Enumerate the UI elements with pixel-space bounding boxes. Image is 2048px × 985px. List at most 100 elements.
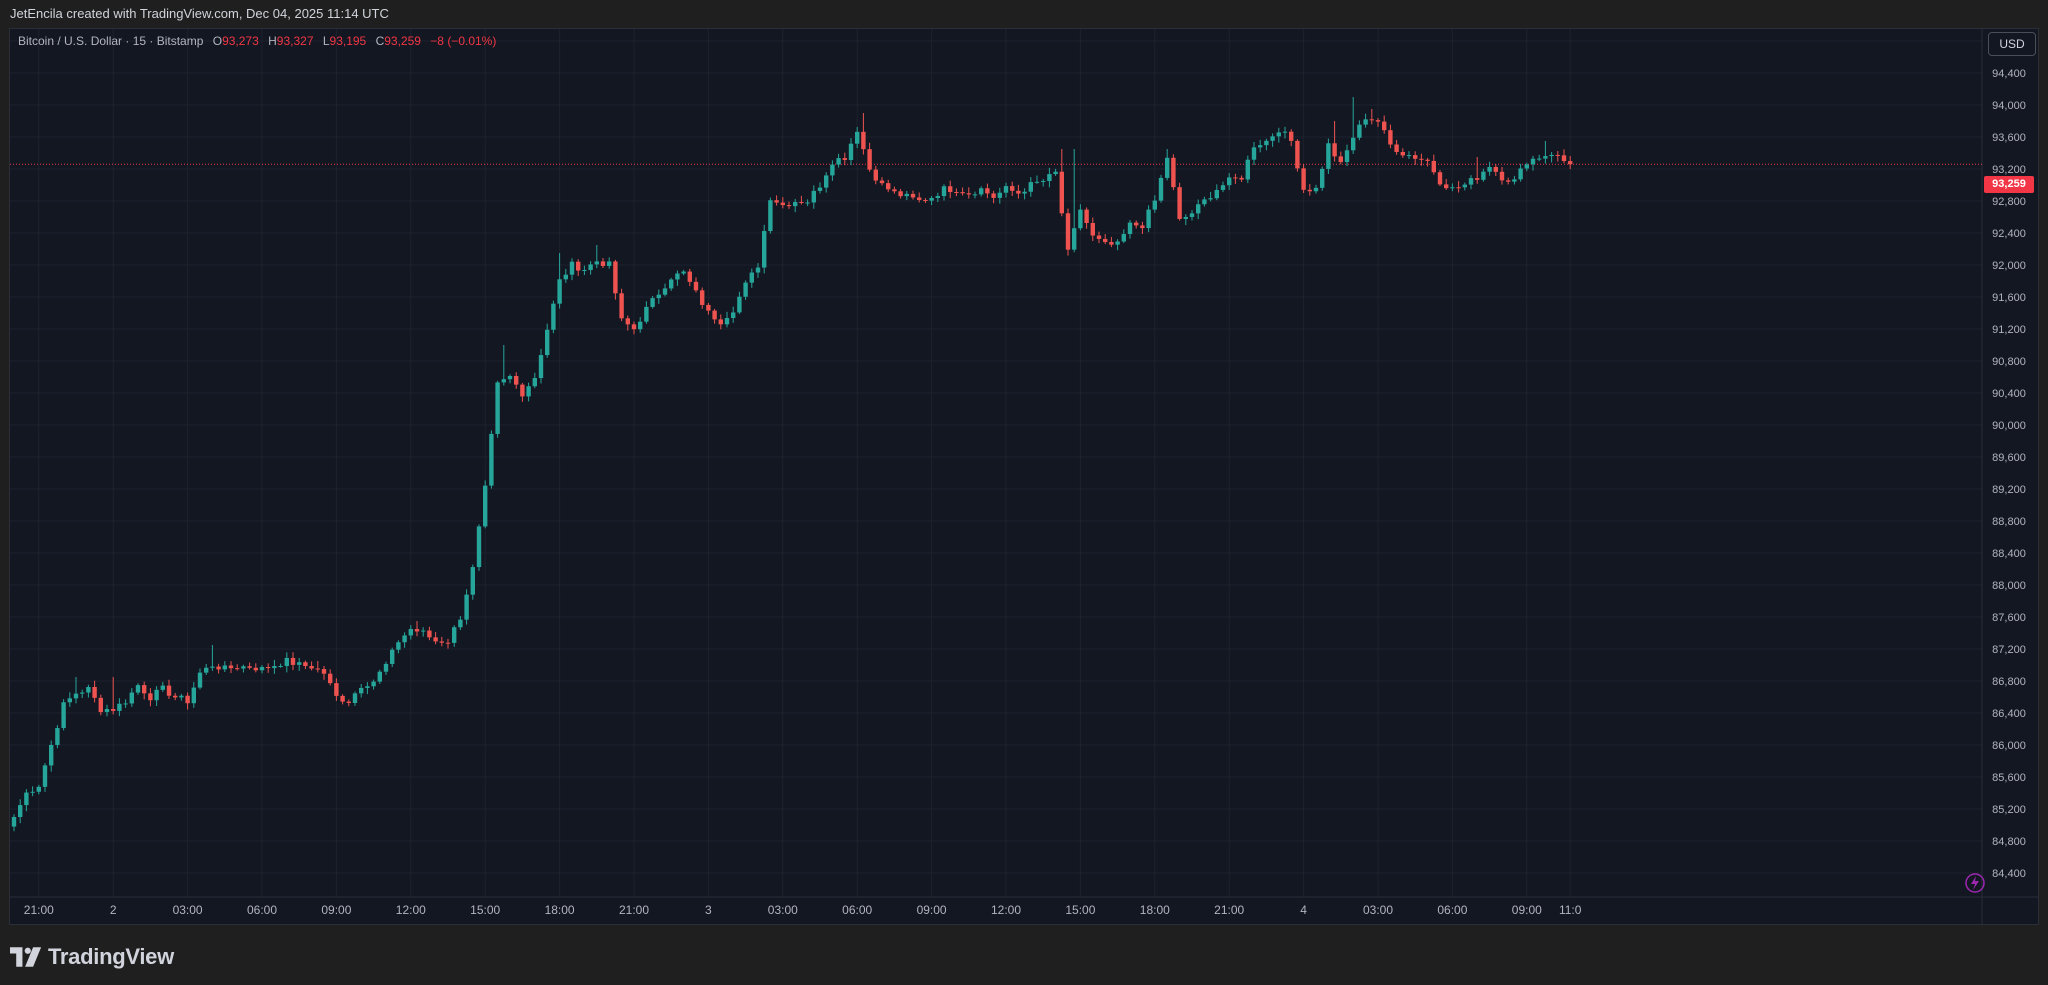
x-tick-label: 03:00	[173, 903, 203, 917]
candle-body	[1555, 154, 1560, 156]
candle-body	[1208, 198, 1213, 200]
candle-body	[284, 657, 289, 667]
candle-body	[898, 191, 903, 197]
candle-body	[1568, 161, 1573, 165]
candle-body	[452, 627, 457, 643]
tradingview-logo[interactable]: TradingView	[10, 944, 174, 970]
candle-body	[563, 274, 568, 280]
candle-body	[774, 200, 779, 203]
candle-body	[830, 164, 835, 176]
candle-body	[346, 701, 351, 703]
candle-body	[445, 642, 451, 644]
candle-body	[1245, 159, 1250, 180]
candle-body	[123, 703, 128, 705]
candle-body	[1016, 190, 1021, 194]
candle-body	[923, 199, 928, 201]
chart-frame[interactable]	[9, 28, 2039, 925]
low-label: L	[322, 34, 330, 48]
candle-body	[235, 668, 240, 670]
currency-button[interactable]: USD	[1988, 32, 2036, 56]
candle-body	[532, 378, 537, 387]
candle-body	[786, 205, 792, 207]
x-tick-label: 09:00	[1512, 903, 1542, 917]
candle-body	[117, 703, 122, 711]
candle-body	[458, 619, 463, 628]
candle-body	[799, 202, 804, 204]
candle-body	[1202, 199, 1207, 205]
open-value: 93,273	[222, 34, 259, 48]
candle-body	[1332, 143, 1337, 157]
y-tick-label: 93,600	[1992, 132, 2026, 144]
candle-body	[210, 666, 215, 668]
candle-body	[1363, 119, 1368, 125]
candle-body	[966, 193, 971, 195]
candle-body	[98, 697, 103, 713]
candle-body	[1530, 158, 1536, 165]
y-tick-label: 92,400	[1992, 228, 2026, 240]
candle-body	[1394, 144, 1399, 152]
candle-body	[706, 304, 711, 311]
last-price-badge: 93,259	[1984, 176, 2034, 193]
candle-body	[631, 324, 637, 330]
candle-body	[669, 279, 674, 289]
candle-body	[861, 131, 866, 150]
candle-body	[656, 294, 661, 299]
y-tick-label: 91,600	[1992, 292, 2026, 304]
candle-body	[179, 695, 184, 698]
candle-body	[1543, 156, 1548, 159]
candle-body	[309, 666, 314, 669]
candle-body	[1084, 209, 1089, 224]
candle-body	[73, 693, 79, 699]
candle-body	[1239, 177, 1244, 180]
candle-body	[960, 192, 965, 194]
candle-body	[1406, 155, 1412, 157]
y-tick-label: 88,000	[1992, 580, 2026, 592]
candle-body	[185, 695, 190, 704]
candle-body	[607, 261, 612, 266]
candle-body	[824, 175, 829, 188]
candle-body	[42, 765, 48, 787]
candle-body	[1090, 223, 1095, 236]
candle-body	[675, 273, 680, 280]
candle-body	[86, 686, 91, 693]
candle-body	[1450, 187, 1455, 189]
candle-body	[1282, 131, 1288, 133]
y-tick-label: 85,200	[1992, 804, 2026, 816]
candle-body	[328, 673, 333, 684]
high-value: 93,327	[276, 34, 314, 48]
candle-body	[408, 629, 413, 636]
candle-body	[991, 193, 996, 198]
y-tick-label: 86,400	[1992, 708, 2026, 720]
y-tick-label: 92,800	[1992, 196, 2026, 208]
candle-body	[1264, 140, 1269, 146]
candle-body	[160, 685, 165, 690]
candle-body	[129, 692, 134, 704]
candle-body	[272, 666, 277, 669]
candle-body	[1022, 191, 1027, 194]
candle-body	[1537, 158, 1542, 160]
close-value: 93,259	[384, 34, 421, 48]
candle-body	[1295, 140, 1300, 169]
change-value: −8 (−0.01%)	[430, 34, 497, 48]
candle-body	[297, 662, 302, 665]
candle-body	[483, 485, 488, 527]
candle-body	[1214, 189, 1219, 199]
candle-body	[11, 817, 17, 827]
candle-body	[259, 667, 265, 671]
candle-body	[1152, 200, 1157, 210]
candle-body	[1431, 160, 1436, 173]
candle-body	[1382, 121, 1387, 131]
candle-body	[1177, 187, 1182, 219]
candle-body	[315, 668, 320, 670]
candle-body	[1270, 136, 1275, 141]
candle-body	[867, 149, 872, 170]
candle-body	[1549, 154, 1554, 157]
candle-body	[712, 310, 717, 320]
candle-body	[1053, 171, 1058, 175]
candle-body	[1344, 150, 1350, 163]
lightning-icon[interactable]	[1964, 872, 1986, 894]
candle-body	[873, 169, 878, 181]
candle-body	[1121, 234, 1126, 242]
y-tick-label: 89,600	[1992, 452, 2026, 464]
